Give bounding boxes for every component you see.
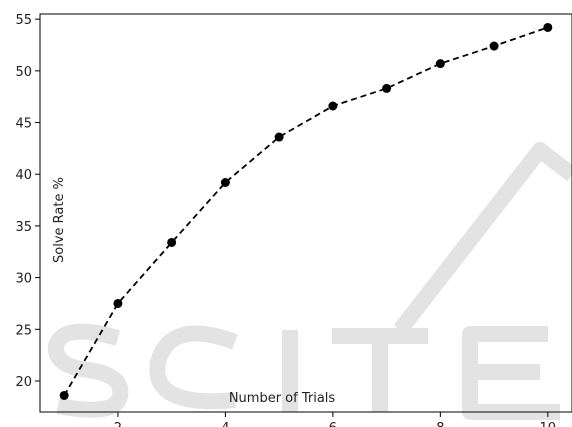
series-line: [63, 26, 549, 396]
data-point: [328, 101, 338, 111]
data-point: [113, 298, 123, 308]
x-tick-label: 8: [436, 421, 444, 427]
y-tick-label: 30: [15, 272, 32, 287]
data-point: [167, 237, 177, 247]
y-tick-label: 55: [15, 13, 32, 28]
data-point: [220, 178, 230, 188]
data-point: [382, 83, 392, 93]
y-tick-label: 50: [15, 65, 32, 80]
y-axis-label: Solve Rate %: [52, 177, 67, 263]
y-tick-label: 25: [15, 323, 32, 338]
axes-frame: [39, 13, 572, 413]
y-axis-ticks: 20 25 30 35 40 45 50 55: [15, 13, 40, 390]
data-point: [274, 132, 284, 142]
data-point: [543, 22, 553, 32]
y-tick-label: 35: [15, 220, 32, 235]
data-point: [435, 59, 445, 69]
x-tick-label: 6: [329, 421, 337, 427]
data-point: [489, 41, 499, 51]
x-axis-ticks: 2 4 6 8 10: [114, 412, 556, 427]
watermark-logo: [47, 142, 572, 420]
y-tick-label: 20: [15, 375, 32, 390]
x-tick-label: 10: [540, 421, 557, 427]
y-tick-label: 45: [15, 117, 32, 132]
x-tick-label: 2: [114, 421, 122, 427]
data-point: [59, 390, 69, 400]
x-axis-label: Number of Trials: [229, 391, 336, 406]
y-tick-label: 40: [15, 168, 32, 183]
x-tick-label: 4: [221, 421, 229, 427]
series-layer: [59, 22, 553, 400]
